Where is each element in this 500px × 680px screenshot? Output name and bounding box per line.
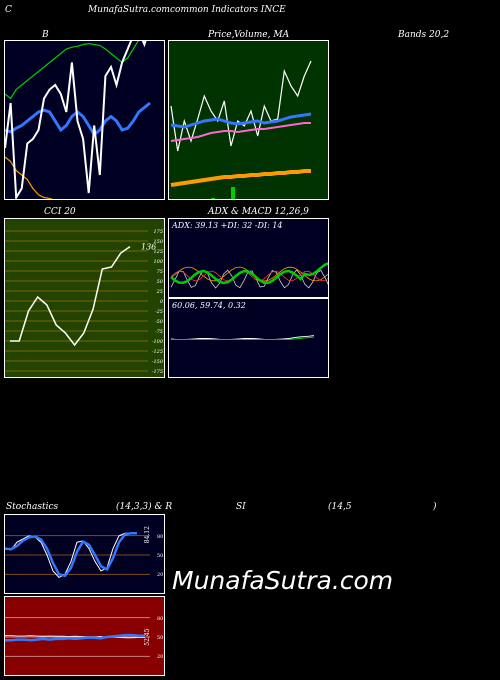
price-chart xyxy=(169,41,328,200)
volume-bar xyxy=(198,199,202,200)
cci-tick-label: -125 xyxy=(152,349,163,355)
cci-tick-label: -50 xyxy=(155,319,164,325)
panel-background xyxy=(5,219,164,377)
stoch-label: Stochastics xyxy=(6,502,59,512)
rsi-label: SI xyxy=(236,502,246,512)
volume-bar xyxy=(231,187,235,199)
stoch-params: (14,3,3) & R xyxy=(116,502,173,512)
macd-panel: 60.06, 59.74, 0.32 xyxy=(168,298,329,378)
volume-bar xyxy=(284,199,288,200)
price-panel xyxy=(168,40,329,200)
stoch-tick-label: 50 xyxy=(157,553,163,559)
cci-label: CCI 20 xyxy=(44,207,76,217)
macd-chart xyxy=(169,299,328,377)
cci-panel: 175 150 125 100 75 50 25 0 -25 -50 -75 -100 -125 -150… xyxy=(4,218,165,378)
ma-short-line xyxy=(170,112,312,129)
volume-ma-label: Volume, MA xyxy=(234,30,290,40)
volume-bar xyxy=(224,199,228,200)
cci-tick-label: 100 xyxy=(153,259,163,265)
bands-label: Bands 20,2 xyxy=(398,30,450,40)
rsi-value-label: 52.45 xyxy=(144,628,151,645)
stoch-value-label: 84.12 xyxy=(144,526,151,543)
volume-bar xyxy=(191,199,195,200)
volume-bar xyxy=(291,199,295,200)
cci-tick-label: 150 xyxy=(153,239,163,245)
rsi-params: (14,5 xyxy=(328,502,352,512)
adx-chart xyxy=(169,219,328,297)
lower-band-line xyxy=(5,156,54,199)
volume-bar xyxy=(218,199,222,200)
volume-bar xyxy=(238,199,242,200)
cci-tick-label: -100 xyxy=(152,339,164,345)
ma-longest-line xyxy=(170,169,311,187)
macd-values: 60.06, 59.74, 0.32 xyxy=(172,301,246,310)
header-c: C xyxy=(5,5,12,15)
cci-tick-label: 50 xyxy=(157,279,164,285)
cci-tick-label: 0 xyxy=(160,299,164,305)
rsi-tick-label: 20 xyxy=(157,654,163,660)
volume-bar xyxy=(258,199,262,200)
stoch-k-line xyxy=(5,532,137,579)
rsi-line xyxy=(5,633,145,642)
stoch-tick-label: 20 xyxy=(157,572,163,578)
volume-bar xyxy=(271,199,275,200)
panel-background xyxy=(5,515,164,593)
volume-bar xyxy=(264,199,268,200)
bands-label-b: B xyxy=(42,30,49,40)
volume-bar xyxy=(204,199,208,200)
volume-bar xyxy=(251,199,255,200)
bands-chart xyxy=(5,41,164,199)
site-name: MunafaSutra.com xyxy=(88,5,170,15)
rsi-mfi-line xyxy=(5,635,145,639)
volume-bar xyxy=(178,199,182,200)
cci-tick-label: -175 xyxy=(152,369,163,375)
signal-line xyxy=(171,336,315,340)
ma-long-line xyxy=(170,122,311,142)
rsi-tick-label: 80 xyxy=(157,616,163,622)
adx-trend-line xyxy=(170,262,328,285)
minus-di-line xyxy=(170,270,328,282)
panel-background xyxy=(169,219,328,297)
price-line xyxy=(5,41,147,199)
cci-tick-label: 25 xyxy=(156,289,163,295)
macd-line xyxy=(170,335,315,341)
volume-bar xyxy=(171,199,175,200)
rsi-tick-label: 50 xyxy=(157,635,163,641)
cci-chart: 175 150 125 100 75 50 25 0 -25 -50 -75 -100 -125 -150… xyxy=(5,219,164,377)
stoch-panel: 80 50 20 84.12 xyxy=(4,514,165,594)
cci-value-label: 136 xyxy=(141,243,156,252)
stoch-chart: 80 50 20 84.12 xyxy=(5,515,164,593)
stoch-tick-label: 80 xyxy=(157,534,163,540)
adx-values: ADX: 39.13 +DI: 32 -DI: 14 xyxy=(172,221,283,230)
cci-tick-label: 125 xyxy=(153,249,163,255)
rsi-chart: 80 50 20 52.45 xyxy=(5,597,164,675)
site-title: MunafaSutra.comcommon Indicators INCE xyxy=(88,5,286,15)
rsi-panel: 80 50 20 52.45 xyxy=(4,596,165,676)
cci-tick-label: 75 xyxy=(157,269,163,275)
volume-bar xyxy=(244,199,248,200)
cci-tick-label: 175 xyxy=(153,229,163,235)
upper-band-line xyxy=(5,41,139,100)
volume-bar xyxy=(278,199,282,200)
watermark: MunafaSutra.com xyxy=(172,566,394,595)
bands-panel xyxy=(4,40,165,200)
price-label: Price, xyxy=(208,30,235,40)
volume-bar xyxy=(211,198,215,199)
cci-tick-label: -25 xyxy=(155,309,163,315)
volume-bar xyxy=(304,199,308,200)
title-rest: common Indicators INCE xyxy=(169,5,286,15)
volume-bar xyxy=(311,199,315,200)
adx-panel: ADX: 39.13 +DI: 32 -DI: 14 xyxy=(168,218,329,298)
volume-bar xyxy=(184,199,188,200)
cci-tick-label: -150 xyxy=(152,359,164,365)
cci-tick-label: -75 xyxy=(155,329,163,335)
volume-bar xyxy=(298,199,302,200)
rsi-params-close: ) xyxy=(433,502,437,512)
cci-line xyxy=(10,245,131,347)
adx-macd-label: ADX & MACD 12,26,9 xyxy=(208,207,309,217)
stoch-d-line xyxy=(5,531,137,578)
